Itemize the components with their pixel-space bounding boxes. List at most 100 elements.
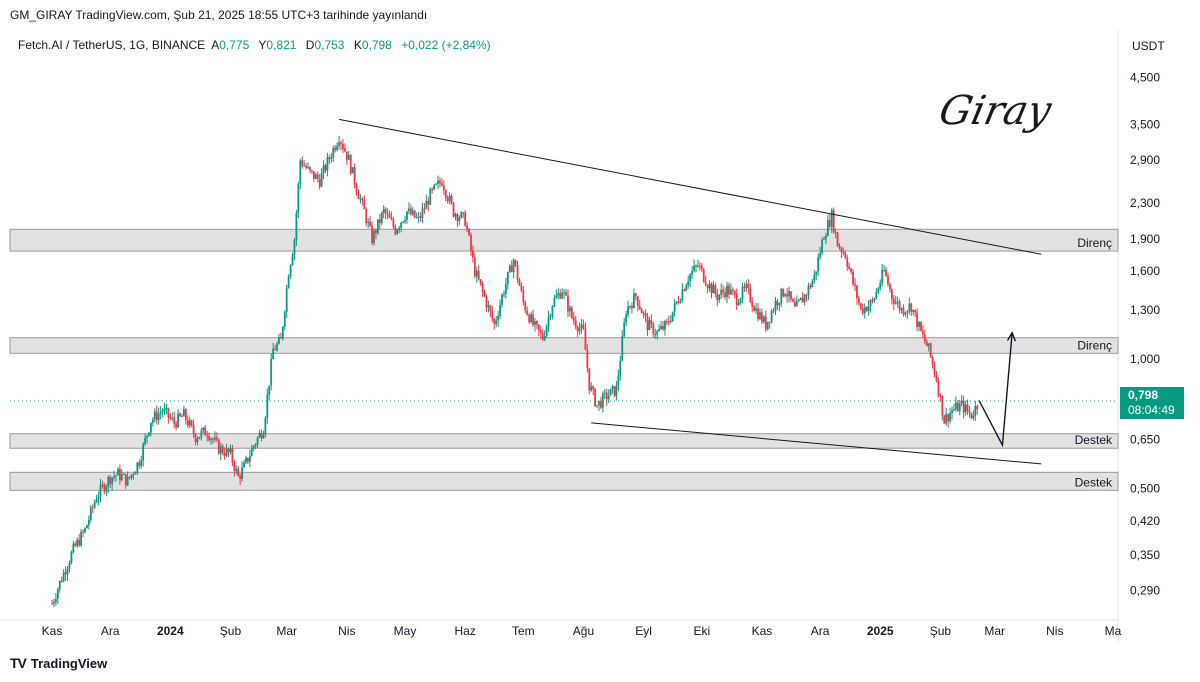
candle-body — [530, 314, 532, 323]
candle-body — [537, 324, 540, 331]
candle-body — [716, 293, 719, 301]
candle-body — [262, 434, 265, 439]
candle-body — [592, 386, 595, 390]
candle-body — [720, 289, 723, 295]
candle-body — [927, 343, 930, 347]
candle-body — [74, 543, 77, 546]
candle-body — [972, 415, 975, 419]
candle-body — [328, 157, 331, 160]
candle-body — [281, 326, 284, 339]
candle-body — [167, 408, 170, 418]
candle-body — [859, 303, 862, 309]
y-tick-label: 1,600 — [1130, 264, 1160, 278]
footer-brand[interactable]: TV TradingView — [10, 655, 107, 671]
candle-body — [146, 435, 148, 438]
candle-body — [351, 167, 354, 174]
zone-label-4: Destek — [1075, 475, 1113, 489]
x-tick-label: Ara — [811, 624, 830, 638]
x-tick-label: Mar — [984, 624, 1005, 638]
candle-body — [869, 300, 872, 307]
candle-body — [214, 437, 216, 440]
candle-body — [361, 198, 364, 200]
candle-body — [148, 432, 150, 436]
candle-body — [582, 324, 585, 329]
candle-body — [603, 392, 606, 394]
x-tick-label: Kas — [42, 624, 63, 638]
trendline-2[interactable] — [591, 422, 1042, 465]
candle-body — [856, 285, 858, 299]
candle-body — [118, 468, 121, 481]
candle-body — [336, 145, 339, 151]
candle-body — [503, 293, 505, 295]
candle-body — [588, 368, 591, 391]
candle-body — [662, 326, 664, 330]
open-value: 0,775 — [219, 38, 250, 52]
candle-body — [797, 299, 800, 301]
candle-body — [648, 320, 651, 331]
candle-body — [594, 389, 597, 406]
y-tick-label: 0,500 — [1130, 481, 1160, 495]
candle-body — [345, 151, 348, 160]
currency-unit[interactable]: USDT — [1132, 39, 1165, 53]
candle-body — [826, 220, 829, 236]
candle-body — [289, 265, 292, 277]
y-tick-label: 4,500 — [1130, 71, 1160, 85]
candle-body — [671, 311, 674, 321]
candle-body — [724, 292, 726, 298]
candle-body — [844, 252, 847, 258]
candle-body — [956, 402, 959, 412]
candle-body — [522, 290, 525, 303]
candle-body — [970, 412, 973, 419]
candle-body — [206, 435, 209, 437]
candle-body — [770, 311, 773, 323]
candle-body — [954, 402, 957, 410]
high-value: 0,821 — [266, 38, 297, 52]
candle-body — [640, 308, 643, 314]
candle-body — [601, 393, 604, 408]
candle-body — [910, 303, 913, 312]
candle-body — [212, 438, 214, 440]
candle-body — [322, 165, 325, 174]
x-tick-label: Ara — [101, 624, 120, 638]
candle-body — [565, 291, 567, 296]
candle-body — [698, 265, 701, 267]
x-tick-label: Şub — [220, 624, 242, 638]
candle-body — [179, 413, 181, 416]
candle-body — [466, 225, 468, 230]
symbol-title[interactable]: Fetch.AI / TetherUS, 1G, BINANCE — [18, 38, 206, 52]
x-tick-label: Ağu — [573, 624, 594, 638]
candle-body — [369, 221, 372, 226]
x-tick-label: Kas — [752, 624, 773, 638]
candle-body — [382, 208, 385, 213]
candle-body — [421, 208, 424, 218]
candle-body — [923, 334, 926, 342]
candle-body — [144, 437, 147, 445]
candle-body — [714, 285, 717, 294]
y-tick-label: 3,500 — [1130, 118, 1160, 132]
y-tick-label: 0,290 — [1130, 583, 1160, 597]
candle-body — [793, 301, 796, 307]
candle-body — [353, 167, 356, 185]
candle-body — [633, 293, 635, 309]
candle-body — [299, 160, 302, 184]
candle-body — [435, 183, 437, 185]
candle-body — [858, 298, 860, 304]
candle-body — [103, 484, 106, 492]
candle-body — [279, 337, 282, 339]
trendline-1[interactable] — [338, 118, 1042, 255]
publish-header: GM_GIRAY TradingView.com, Şub 21, 2025 1… — [10, 8, 428, 22]
candle-body — [182, 409, 185, 417]
candle-body — [155, 411, 158, 421]
projection-path[interactable] — [978, 332, 1013, 448]
candle-body — [943, 415, 946, 424]
zone-1 — [9, 228, 1119, 252]
y-tick-label: 0,420 — [1130, 514, 1160, 528]
candle-body — [570, 307, 573, 318]
candle-body — [221, 446, 224, 454]
candle-body — [477, 270, 480, 280]
candle-body — [788, 291, 790, 297]
candle-body — [113, 476, 115, 478]
candle-body — [574, 320, 577, 328]
candle-body — [450, 195, 453, 203]
